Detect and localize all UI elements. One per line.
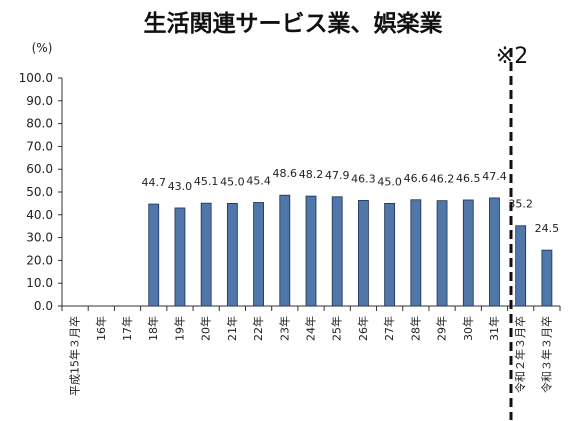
- x-tick-label: 30年: [461, 316, 475, 341]
- x-tick-label: 20年: [199, 316, 213, 341]
- y-tick-label: 20.0: [26, 253, 53, 267]
- data-label: 45.1: [194, 175, 219, 188]
- y-tick-label: 10.0: [26, 276, 53, 290]
- x-tick-label: 24年: [304, 316, 318, 341]
- y-axis: 0.0 10.0 20.0 30.0 40.0 50.0 60.0 70.0 80.0 90.0 1…: [19, 71, 63, 313]
- y-tick-label: 90.0: [26, 94, 53, 108]
- x-tick-label: 19年: [172, 316, 186, 341]
- y-tick-label: 30.0: [26, 231, 53, 245]
- annotation-note: ※2: [496, 44, 528, 69]
- data-label: 24.5: [535, 222, 560, 235]
- bar: [331, 196, 343, 307]
- bar: [436, 200, 448, 307]
- bar: [489, 197, 500, 307]
- data-label: 47.9: [325, 169, 350, 182]
- bar: [279, 194, 291, 307]
- data-label: 46.2: [430, 173, 455, 186]
- y-tick-label: 60.0: [26, 162, 53, 176]
- data-label: 46.6: [404, 172, 429, 185]
- x-tick-label: 令和２年３月卒: [513, 316, 527, 393]
- bar: [384, 202, 396, 307]
- x-tick-label: 16年: [94, 316, 108, 341]
- bar: [541, 249, 553, 307]
- x-tick-label: 18年: [146, 316, 160, 341]
- data-label: 48.2: [299, 168, 324, 181]
- data-label: 45.0: [377, 175, 402, 188]
- x-tick-label: 26年: [356, 316, 370, 341]
- bar: [174, 207, 186, 307]
- data-label: 43.0: [168, 180, 193, 193]
- y-tick-label: 100.0: [19, 71, 53, 85]
- y-tick-label: 80.0: [26, 117, 53, 131]
- bar: [226, 202, 238, 307]
- data-label: 46.5: [456, 172, 481, 185]
- x-tick-label: 21年: [225, 316, 239, 341]
- y-tick-label: 50.0: [26, 185, 53, 199]
- bars: [148, 194, 553, 307]
- x-tick-label: 31年: [487, 316, 501, 341]
- data-label: 44.7: [141, 176, 166, 189]
- x-tick-label: 23年: [277, 316, 291, 341]
- bar: [462, 199, 474, 307]
- x-tick-label: 27年: [382, 316, 396, 341]
- data-label: 35.2: [508, 198, 533, 211]
- bar: [148, 203, 160, 307]
- x-tick-label: 25年: [330, 316, 344, 341]
- data-label: 45.0: [220, 175, 245, 188]
- y-tick-label: 0.0: [34, 299, 53, 313]
- x-axis: [61, 305, 561, 311]
- bar: [305, 195, 317, 307]
- bar: [200, 202, 212, 307]
- x-tick-label: 平成15年３月卒: [68, 316, 82, 396]
- x-tick-labels: 平成15年３月卒 16年 17年 18年 19年 20年 21年 22年 23年 24年 25年 26…: [68, 316, 554, 396]
- bar: [253, 202, 264, 307]
- bar: [358, 200, 369, 307]
- data-label: 48.6: [273, 167, 298, 180]
- data-labels: 44.7 43.0 45.1 45.0 45.448.6 48.2 47.9 46.3 45.0…: [141, 167, 559, 235]
- data-label: 47.4: [482, 170, 507, 183]
- chart-title: 生活関連サービス業、娯楽業: [144, 10, 444, 37]
- x-tick-label: 22年: [251, 316, 265, 341]
- data-label: 46.3: [351, 172, 376, 185]
- bar: [515, 225, 527, 307]
- x-tick-label: 28年: [408, 316, 422, 341]
- x-tick-label: 29年: [435, 316, 449, 341]
- x-tick-label: 17年: [120, 316, 134, 341]
- y-tick-label: 40.0: [26, 208, 53, 222]
- x-tick-label: 令和３年３月卒: [539, 316, 553, 393]
- data-label: 45.4: [246, 174, 271, 187]
- bar: [410, 199, 422, 307]
- y-axis-unit: (%): [32, 41, 53, 55]
- y-tick-label: 70.0: [26, 139, 53, 153]
